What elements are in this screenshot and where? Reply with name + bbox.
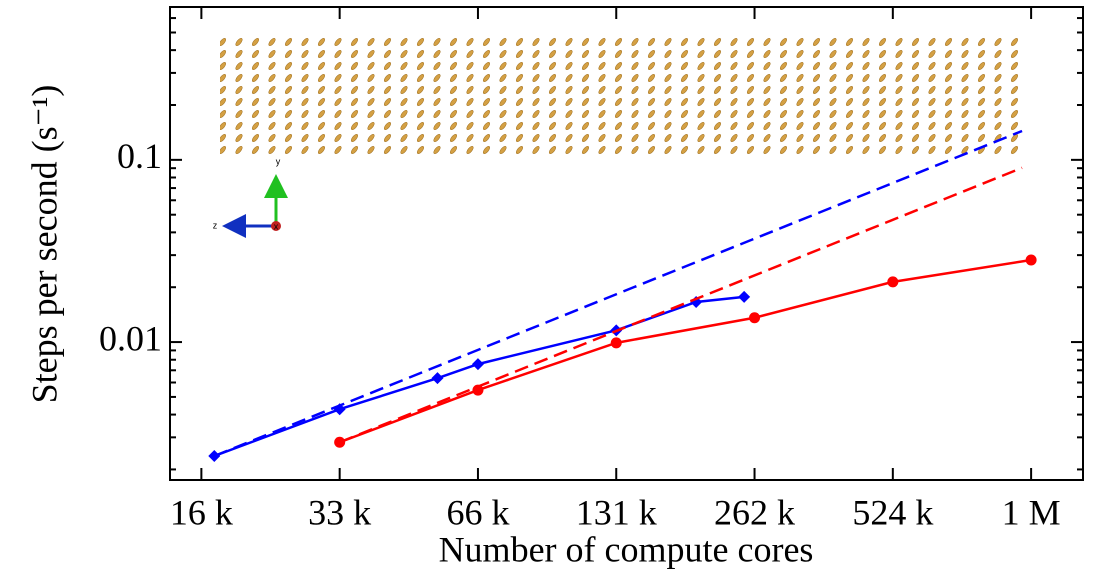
x-tick-label: 66 k	[446, 492, 509, 532]
chart: y z x Number of compute cores Steps per …	[0, 0, 1099, 582]
point	[1026, 255, 1037, 266]
point	[749, 312, 760, 323]
x-tick-label: 262 k	[714, 492, 795, 532]
x-axis-label: Number of compute cores	[439, 529, 814, 569]
x-tick-label: 33 k	[308, 492, 371, 532]
y-axis-label: Steps per second (s⁻¹)	[24, 85, 64, 404]
structure-inset	[220, 38, 1020, 158]
x-tick-label: 16 k	[170, 492, 233, 532]
point	[431, 372, 443, 384]
y-tick-label: 0.1	[117, 136, 162, 176]
x-tick-label: 131 k	[576, 492, 657, 532]
series-line	[340, 260, 1031, 442]
point	[472, 358, 484, 370]
triad-label: x	[274, 221, 279, 231]
point	[887, 276, 898, 287]
series-line	[340, 168, 1022, 442]
point	[738, 291, 750, 303]
x-tick-label: 524 k	[852, 492, 933, 532]
series-line	[214, 131, 1022, 456]
y-tick-label: 0.01	[99, 318, 162, 358]
point	[611, 337, 622, 348]
triad-label: z	[213, 220, 218, 230]
triad-label: y	[276, 156, 281, 166]
x-tick-label: 1 M	[1002, 492, 1061, 532]
series-line	[214, 297, 744, 456]
